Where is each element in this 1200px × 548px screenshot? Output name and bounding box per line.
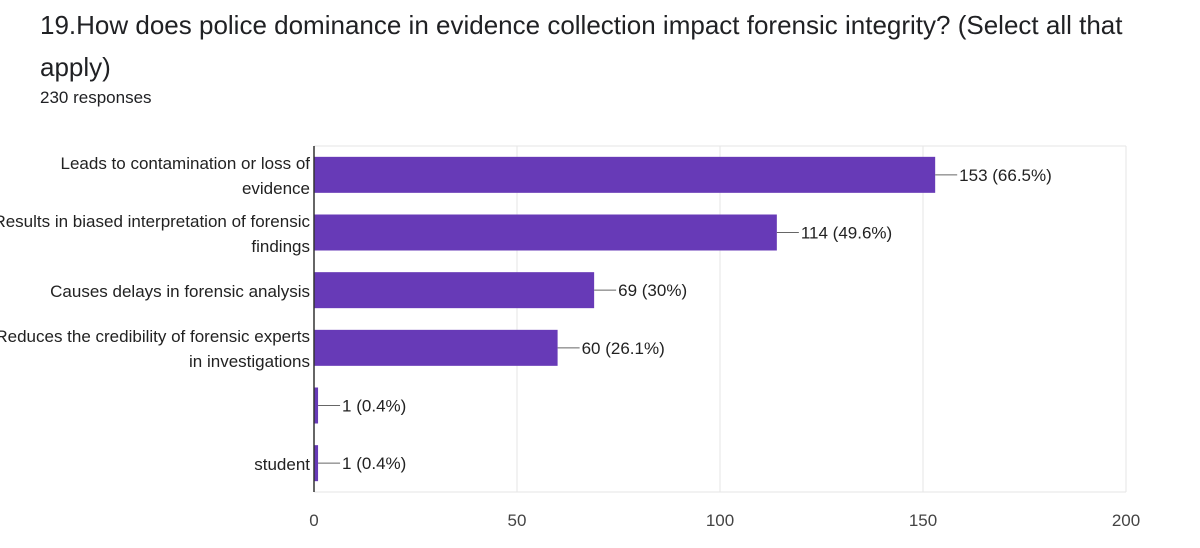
data-label: 60 (26.1%) <box>582 339 665 358</box>
category-label: Reduces the credibility of forensic expe… <box>0 326 310 371</box>
bar <box>314 387 319 424</box>
category-label: Leads to contamination or loss of eviden… <box>60 153 310 198</box>
data-label: 1 (0.4%) <box>342 397 406 416</box>
bar <box>314 156 936 193</box>
bar <box>314 272 595 309</box>
bar <box>314 214 777 251</box>
bar <box>314 445 319 482</box>
x-tick-label: 50 <box>508 511 527 530</box>
category-label: Results in biased interpretation of fore… <box>0 211 310 256</box>
data-label: 1 (0.4%) <box>342 454 406 473</box>
data-label: 114 (49.6%) <box>801 224 892 243</box>
response-count: 230 responses <box>40 88 152 107</box>
data-label: 153 (66.5%) <box>959 166 1052 185</box>
question-title: 19.How does police dominance in evidence… <box>40 10 1123 82</box>
x-tick-label: 0 <box>309 511 318 530</box>
bar <box>314 329 558 366</box>
x-tick-label: 150 <box>909 511 937 530</box>
x-tick-label: 100 <box>706 511 734 530</box>
category-label: student <box>254 454 310 474</box>
category-label: Causes delays in forensic analysis <box>50 281 310 301</box>
x-tick-label: 200 <box>1112 511 1140 530</box>
data-label: 69 (30%) <box>618 281 687 300</box>
